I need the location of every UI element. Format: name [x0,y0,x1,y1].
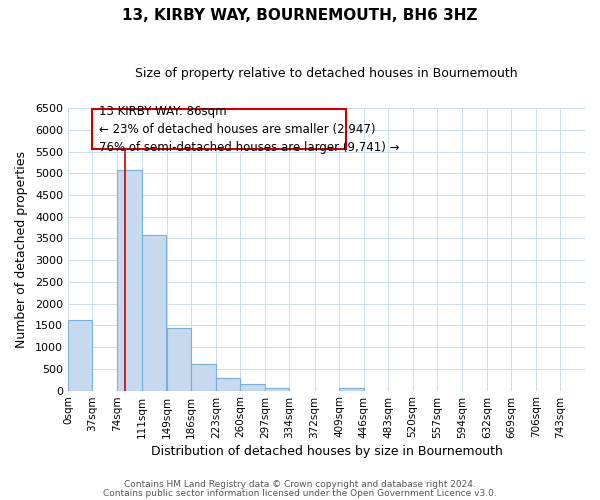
X-axis label: Distribution of detached houses by size in Bournemouth: Distribution of detached houses by size … [151,444,502,458]
Text: Contains HM Land Registry data © Crown copyright and database right 2024.: Contains HM Land Registry data © Crown c… [124,480,476,489]
Bar [240,384,265,390]
Text: 13 KIRBY WAY: 86sqm
← 23% of detached houses are smaller (2,947)
76% of semi-det: 13 KIRBY WAY: 86sqm ← 23% of detached ho… [98,104,399,154]
Text: Contains public sector information licensed under the Open Government Licence v3: Contains public sector information licen… [103,488,497,498]
Bar [216,378,240,390]
Text: 13, KIRBY WAY, BOURNEMOUTH, BH6 3HZ: 13, KIRBY WAY, BOURNEMOUTH, BH6 3HZ [122,8,478,22]
Bar [265,388,289,390]
Title: Size of property relative to detached houses in Bournemouth: Size of property relative to detached ho… [135,68,518,80]
Bar [117,170,142,390]
Bar [339,388,364,390]
Bar [142,235,166,390]
Y-axis label: Number of detached properties: Number of detached properties [15,151,28,348]
Bar [191,364,216,390]
FancyBboxPatch shape [92,109,346,150]
Bar [68,320,92,390]
Bar [167,328,191,390]
